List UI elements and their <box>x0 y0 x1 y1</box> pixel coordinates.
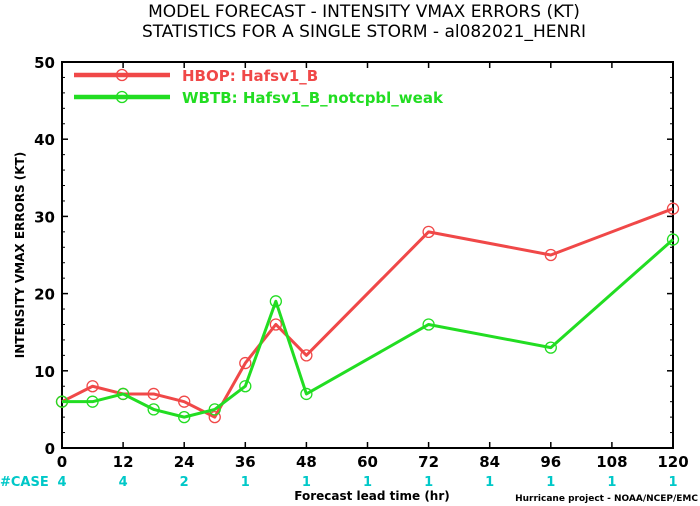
legend-swatch-marker-0 <box>115 68 129 82</box>
data-point-series-0 <box>178 395 191 408</box>
data-point-series-0 <box>544 248 557 262</box>
data-point-series-0 <box>86 380 99 393</box>
case-count: 1 <box>546 475 555 490</box>
x-axis-label: Forecast lead time (hr) <box>294 489 450 503</box>
credit-text: Hurricane project - NOAA/NCEP/EMC <box>515 494 698 504</box>
plot-frame <box>61 61 674 449</box>
y-tick-label: 30 <box>34 208 55 226</box>
legend: HBOP: Hafsv1_B WBTB: Hafsv1_B_notcpbl_wea… <box>74 67 444 107</box>
data-point-series-1 <box>178 410 191 424</box>
x-tick-label: 72 <box>418 453 439 471</box>
chart-title-line-2: STATISTICS FOR A SINGLE STORM - al082021… <box>142 22 586 42</box>
x-tick-label: 60 <box>357 453 378 471</box>
y-tick-label: 40 <box>34 131 55 149</box>
data-point-series-1 <box>116 387 130 401</box>
y-axis-label: INTENSITY VMAX ERRORS (KT) <box>13 152 27 358</box>
data-point-series-0 <box>208 410 221 424</box>
chart-title-line-1: MODEL FORECAST - INTENSITY VMAX ERRORS (… <box>148 2 580 22</box>
axis-ticks: 0 12 24 36 48 60 72 84 96 108 120 0 10 20 30 40 50 <box>34 54 689 471</box>
x-tick-label: 96 <box>540 453 561 471</box>
legend-swatch-marker-1 <box>115 90 129 104</box>
legend-entry-0: HBOP: Hafsv1_B <box>182 67 318 85</box>
legend-entry-1: WBTB: Hafsv1_B_notcpbl_weak <box>182 89 444 107</box>
x-tick-label: 108 <box>596 453 627 471</box>
data-point-series-1 <box>666 233 680 246</box>
data-point-series-1 <box>208 403 221 416</box>
data-point-series-1 <box>269 295 283 308</box>
case-count: 1 <box>302 475 311 490</box>
case-count: 4 <box>57 475 66 490</box>
y-tick-label: 10 <box>34 363 55 381</box>
case-count: 1 <box>241 475 250 490</box>
case-count: 1 <box>607 475 616 490</box>
series-line-1 <box>62 238 674 419</box>
x-tick-label: 48 <box>296 453 317 471</box>
case-counts: #CASE 4 4 2 1 1 1 1 1 1 1 1 <box>0 475 678 490</box>
case-count: 1 <box>668 475 677 490</box>
data-point-series-0 <box>147 387 160 401</box>
x-tick-label: 120 <box>657 453 688 471</box>
case-count: 2 <box>180 475 189 490</box>
case-label: #CASE <box>0 475 49 490</box>
data-point-series-1 <box>239 380 252 393</box>
case-count: 1 <box>424 475 433 490</box>
data-point-series-1 <box>55 395 69 408</box>
x-tick-label: 84 <box>479 453 500 471</box>
y-tick-label: 0 <box>45 440 55 458</box>
data-point-series-0 <box>239 356 252 370</box>
data-point-series-0 <box>300 349 313 362</box>
case-count: 1 <box>363 475 372 490</box>
series-line-0 <box>61 207 674 419</box>
case-count: 4 <box>119 475 128 490</box>
data-point-series-1 <box>544 341 557 354</box>
data-point-series-1 <box>300 387 313 401</box>
y-tick-label: 20 <box>34 286 55 304</box>
data-point-series-0 <box>422 225 435 238</box>
data-point-series-0 <box>269 318 283 331</box>
x-tick-label: 12 <box>113 453 134 471</box>
data-point-series-1 <box>422 318 435 331</box>
data-point-series-0 <box>666 202 680 215</box>
data-series <box>55 202 680 424</box>
data-point-series-1 <box>147 403 160 416</box>
x-tick-label: 36 <box>235 453 256 471</box>
y-tick-label: 50 <box>34 54 55 72</box>
plot-axes <box>61 61 674 449</box>
case-count: 1 <box>485 475 494 490</box>
data-point-series-1 <box>86 395 99 408</box>
x-tick-label: 0 <box>57 453 67 471</box>
x-tick-label: 24 <box>174 453 195 471</box>
